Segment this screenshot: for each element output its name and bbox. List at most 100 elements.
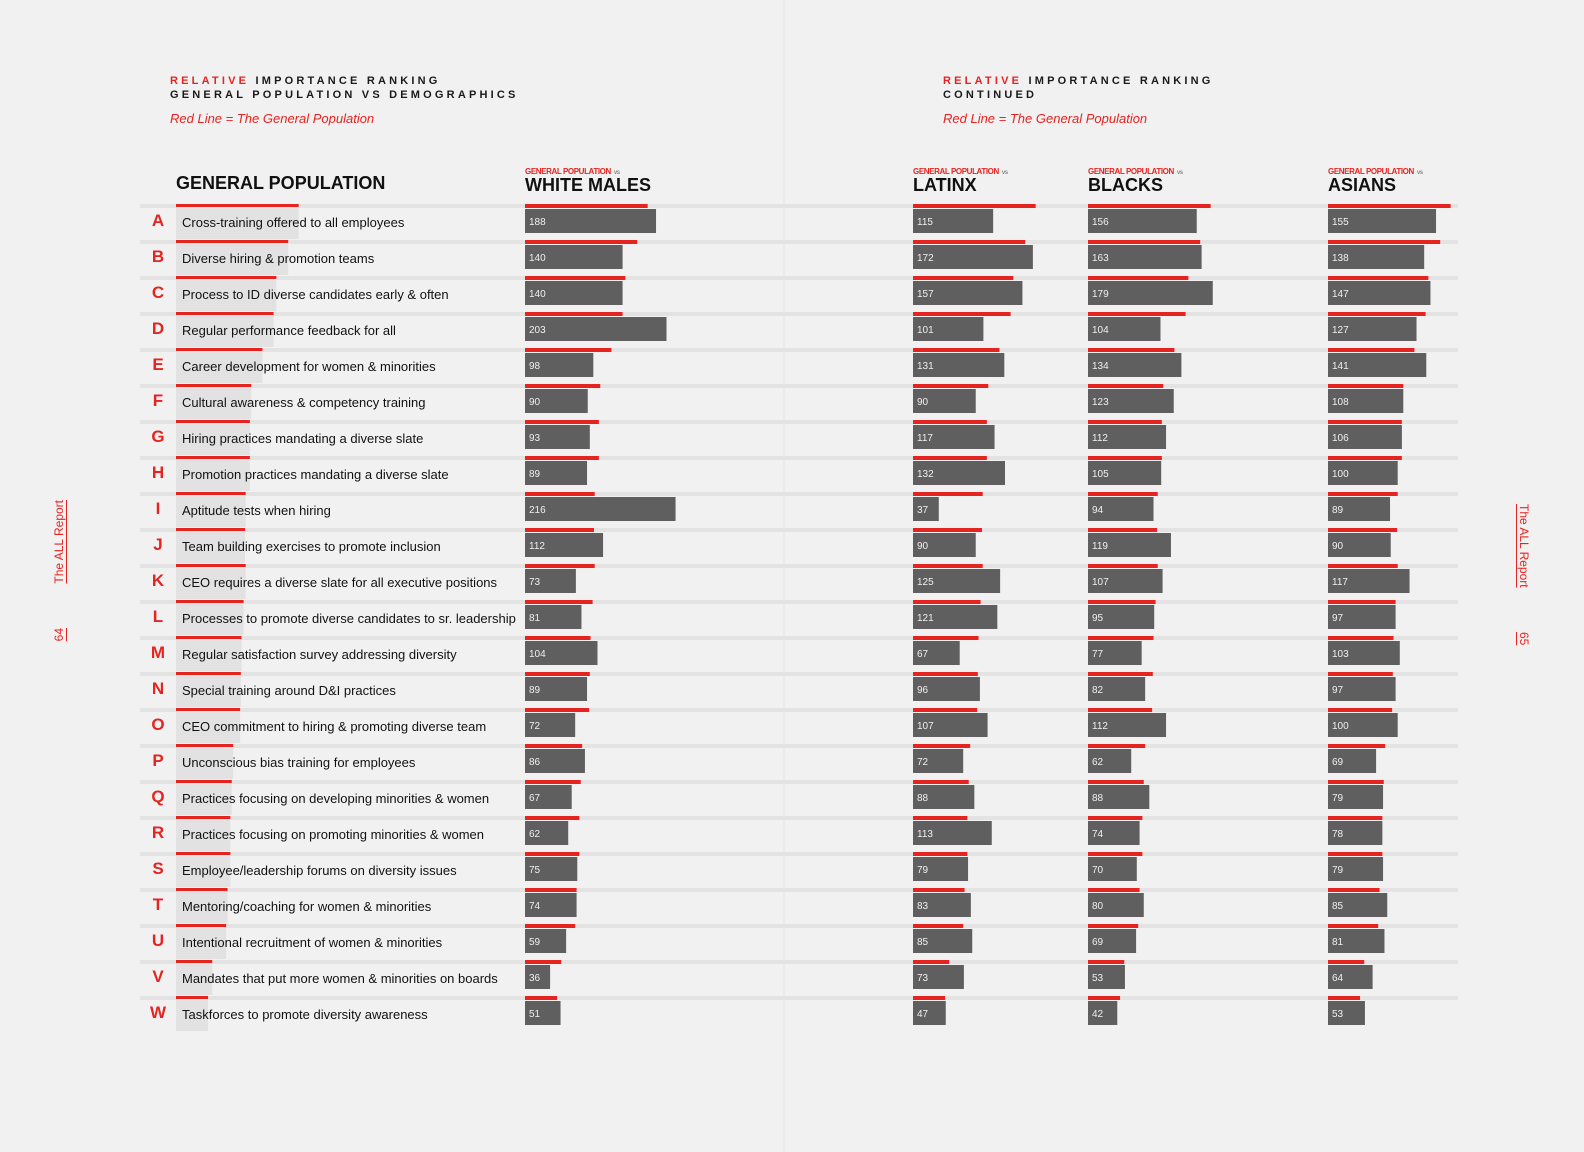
bar-value-label: 73 <box>917 973 929 984</box>
bar-white-males <box>525 785 572 809</box>
bar-value-label: 113 <box>917 829 933 840</box>
bar-value-label: 67 <box>529 793 541 804</box>
row-letter: Q <box>151 787 165 806</box>
bar-value-label: 105 <box>1092 469 1109 480</box>
bar-value-label: 97 <box>1332 613 1344 624</box>
gp-reference-line <box>913 240 1026 244</box>
bar-blacks <box>1088 461 1162 485</box>
row-letter: O <box>151 715 165 734</box>
gp-reference-line <box>1088 780 1144 784</box>
row-label: Taskforces to promote diversity awarenes… <box>182 1007 428 1022</box>
bar-latinx <box>913 245 1033 269</box>
gp-reference-line <box>1088 960 1125 964</box>
gp-reference-line <box>913 348 1000 352</box>
bar-value-label: 104 <box>1092 325 1109 336</box>
bar-latinx <box>913 425 995 449</box>
bar-blacks <box>1088 857 1137 881</box>
bar-latinx <box>913 713 988 737</box>
gp-reference-line <box>913 636 979 640</box>
bar-white-males <box>525 461 588 485</box>
bar-blacks <box>1088 821 1140 845</box>
bar-value-label: 94 <box>1092 505 1104 516</box>
gp-reference-line <box>1088 852 1143 856</box>
gp-reference-line <box>1088 240 1201 244</box>
gp-reference-line <box>525 492 595 496</box>
row-label: Process to ID diverse candidates early &… <box>182 287 449 302</box>
gp-reference-line <box>1328 240 1441 244</box>
gp-reference-line <box>1088 384 1164 388</box>
row-letter: D <box>151 319 165 338</box>
gp-reference-line <box>1088 348 1175 352</box>
header-line2: GENERAL POPULATION VS DEMOGRAPHICS <box>170 89 519 101</box>
gp-reference-line <box>1088 708 1153 712</box>
header-accent: RELATIVE <box>943 75 1023 87</box>
row-letter: F <box>152 391 164 410</box>
bar-asians <box>1328 677 1396 701</box>
gp-reference-line <box>525 780 581 784</box>
bar-value-label: 53 <box>1332 1009 1344 1020</box>
bar-value-label: 72 <box>917 757 929 768</box>
bar-value-label: 100 <box>1332 469 1349 480</box>
bar-white-males <box>525 353 594 377</box>
bar-value-label: 62 <box>529 829 541 840</box>
row-label: Employee/leadership forums on diversity … <box>182 863 457 878</box>
gp-reference-line <box>913 492 983 496</box>
gp-reference-line <box>525 384 601 388</box>
bar-white-males <box>525 857 578 881</box>
bar-value-label: 119 <box>1092 541 1108 552</box>
bar-white-males <box>525 425 590 449</box>
gp-bar <box>176 603 244 635</box>
row-separator <box>140 276 1458 280</box>
gp-reference-line <box>1088 744 1146 748</box>
gp-reference-line <box>525 276 626 280</box>
column-title: WHITE MALES <box>525 175 651 195</box>
gp-reference-line <box>525 744 583 748</box>
bar-value-label: 81 <box>1332 937 1344 948</box>
bar-blacks <box>1088 209 1197 233</box>
bar-value-label: 79 <box>1332 793 1344 804</box>
bar-value-label: 51 <box>529 1009 541 1020</box>
row-letter: E <box>152 355 164 374</box>
bar-asians <box>1328 965 1373 989</box>
bar-value-label: 47 <box>917 1009 929 1020</box>
gp-red-line <box>176 744 234 747</box>
bar-asians <box>1328 389 1404 413</box>
bar-blacks <box>1088 245 1202 269</box>
gp-reference-line <box>1328 816 1383 820</box>
bar-value-label: 79 <box>917 865 929 876</box>
bar-value-label: 112 <box>529 541 545 552</box>
right-page-number: 65 <box>1517 632 1531 646</box>
row-separator <box>140 636 1458 640</box>
bar-value-label: 100 <box>1332 721 1349 732</box>
column-header-latinx: GENERAL POPULATION vs LATINX <box>913 167 1008 194</box>
bar-value-label: 69 <box>1332 757 1344 768</box>
row-separator <box>140 492 1458 496</box>
gp-reference-line <box>1328 960 1365 964</box>
row-separator <box>140 564 1458 568</box>
bar-value-label: 59 <box>529 937 541 948</box>
bar-blacks <box>1088 353 1182 377</box>
row-letter: J <box>153 535 163 554</box>
bar-white-males <box>525 209 657 233</box>
gp-reference-line <box>1088 456 1162 460</box>
row-label: Cultural awareness & competency training <box>182 395 426 410</box>
gp-reference-line <box>1328 456 1402 460</box>
page-divider <box>783 0 785 1152</box>
column-title: ASIANS <box>1328 175 1397 195</box>
gp-reference-line <box>1328 528 1398 532</box>
bar-value-label: 117 <box>1332 577 1348 588</box>
gp-red-line <box>176 420 250 423</box>
bar-value-label: 81 <box>529 613 541 624</box>
bar-value-label: 70 <box>1092 865 1104 876</box>
bar-value-label: 93 <box>529 433 541 444</box>
bar-value-label: 203 <box>529 325 546 336</box>
gp-reference-line <box>913 456 987 460</box>
row-letter: C <box>151 283 165 302</box>
row-separator <box>140 204 1458 208</box>
column-header-white-males: GENERAL POPULATION vs WHITE MALES <box>525 167 651 194</box>
gp-red-line <box>176 240 289 243</box>
vs-label: vs <box>1416 170 1423 176</box>
bar-value-label: 140 <box>529 289 546 300</box>
bar-latinx <box>913 605 998 629</box>
bar-value-label: 90 <box>917 541 929 552</box>
